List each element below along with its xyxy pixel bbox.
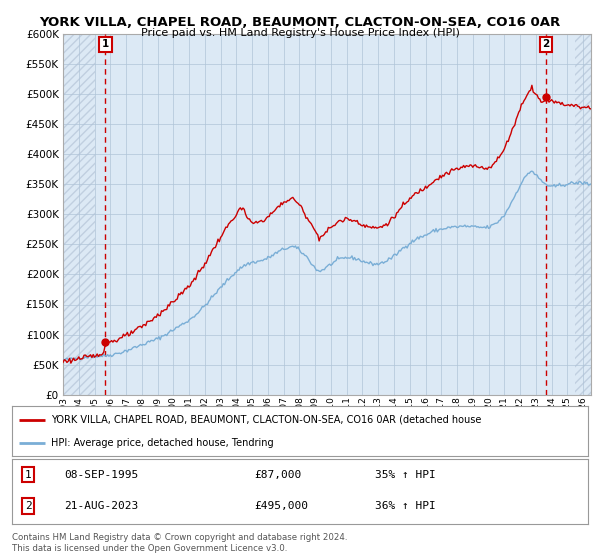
Text: YORK VILLA, CHAPEL ROAD, BEAUMONT, CLACTON-ON-SEA, CO16 0AR (detached house: YORK VILLA, CHAPEL ROAD, BEAUMONT, CLACT… xyxy=(51,414,482,424)
Text: 08-SEP-1995: 08-SEP-1995 xyxy=(64,470,138,480)
Text: 36% ↑ HPI: 36% ↑ HPI xyxy=(375,501,436,511)
Bar xyxy=(63,34,95,395)
Text: 21-AUG-2023: 21-AUG-2023 xyxy=(64,501,138,511)
Text: £495,000: £495,000 xyxy=(254,501,308,511)
Text: YORK VILLA, CHAPEL ROAD, BEAUMONT, CLACTON-ON-SEA, CO16 0AR: YORK VILLA, CHAPEL ROAD, BEAUMONT, CLACT… xyxy=(40,16,560,29)
Text: Price paid vs. HM Land Registry's House Price Index (HPI): Price paid vs. HM Land Registry's House … xyxy=(140,28,460,38)
Text: HPI: Average price, detached house, Tendring: HPI: Average price, detached house, Tend… xyxy=(51,438,274,448)
Text: 2: 2 xyxy=(25,501,31,511)
Text: 1: 1 xyxy=(25,470,31,480)
Text: 35% ↑ HPI: 35% ↑ HPI xyxy=(375,470,436,480)
Text: 2: 2 xyxy=(542,39,550,49)
Text: £87,000: £87,000 xyxy=(254,470,301,480)
Bar xyxy=(575,34,591,395)
Text: Contains HM Land Registry data © Crown copyright and database right 2024.: Contains HM Land Registry data © Crown c… xyxy=(12,533,347,542)
Text: This data is licensed under the Open Government Licence v3.0.: This data is licensed under the Open Gov… xyxy=(12,544,287,553)
Text: 1: 1 xyxy=(102,39,109,49)
